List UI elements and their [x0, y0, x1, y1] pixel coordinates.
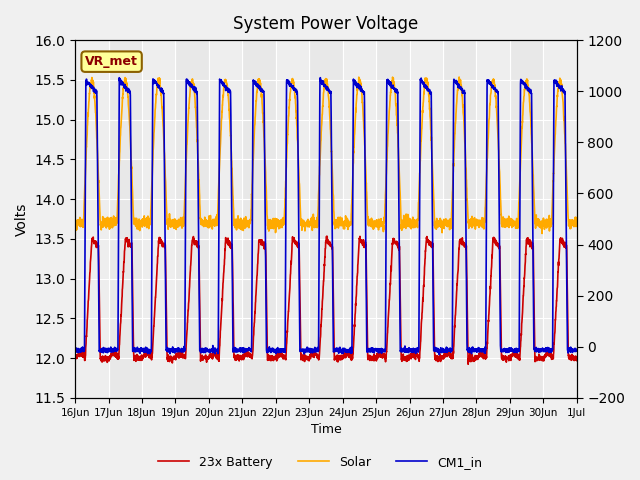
Solar: [285, 105, 293, 110]
23x Battery: [71, 355, 79, 360]
23x Battery: [509, 350, 517, 356]
23x Battery: [129, 273, 136, 279]
23x Battery: [573, 358, 580, 363]
Solar: [129, 185, 136, 191]
Bar: [543, 40, 577, 398]
Solar: [573, 218, 580, 224]
Title: System Power Voltage: System Power Voltage: [234, 15, 419, 33]
Solar: [563, 188, 571, 194]
Line: 23x Battery: 23x Battery: [75, 236, 577, 364]
CM1_in: [573, 347, 580, 353]
CM1_in: [158, 86, 166, 92]
23x Battery: [264, 357, 271, 362]
Y-axis label: Volts: Volts: [15, 203, 29, 236]
CM1_in: [71, 346, 79, 351]
Bar: [476, 40, 510, 398]
CM1_in: [509, 348, 517, 354]
Solar: [71, 219, 79, 225]
Bar: [75, 40, 109, 398]
Bar: [209, 40, 243, 398]
23x Battery: [563, 280, 571, 286]
Legend: 23x Battery, Solar, CM1_in: 23x Battery, Solar, CM1_in: [153, 451, 487, 474]
X-axis label: Time: Time: [310, 423, 341, 436]
Line: Solar: Solar: [75, 77, 577, 233]
Solar: [264, 220, 271, 226]
CM1_in: [264, 347, 271, 352]
Solar: [455, 74, 463, 80]
Solar: [509, 221, 517, 227]
Text: VR_met: VR_met: [85, 55, 138, 68]
Solar: [158, 105, 166, 110]
CM1_in: [129, 312, 136, 318]
CM1_in: [435, 352, 443, 358]
23x Battery: [323, 233, 331, 239]
Bar: [342, 40, 376, 398]
CM1_in: [285, 81, 293, 87]
CM1_in: [317, 75, 324, 81]
Bar: [410, 40, 443, 398]
CM1_in: [563, 326, 571, 332]
Solar: [538, 230, 546, 236]
Line: CM1_in: CM1_in: [75, 78, 577, 355]
Bar: [276, 40, 309, 398]
23x Battery: [285, 294, 293, 300]
23x Battery: [465, 361, 472, 367]
Bar: [142, 40, 175, 398]
23x Battery: [158, 241, 166, 247]
